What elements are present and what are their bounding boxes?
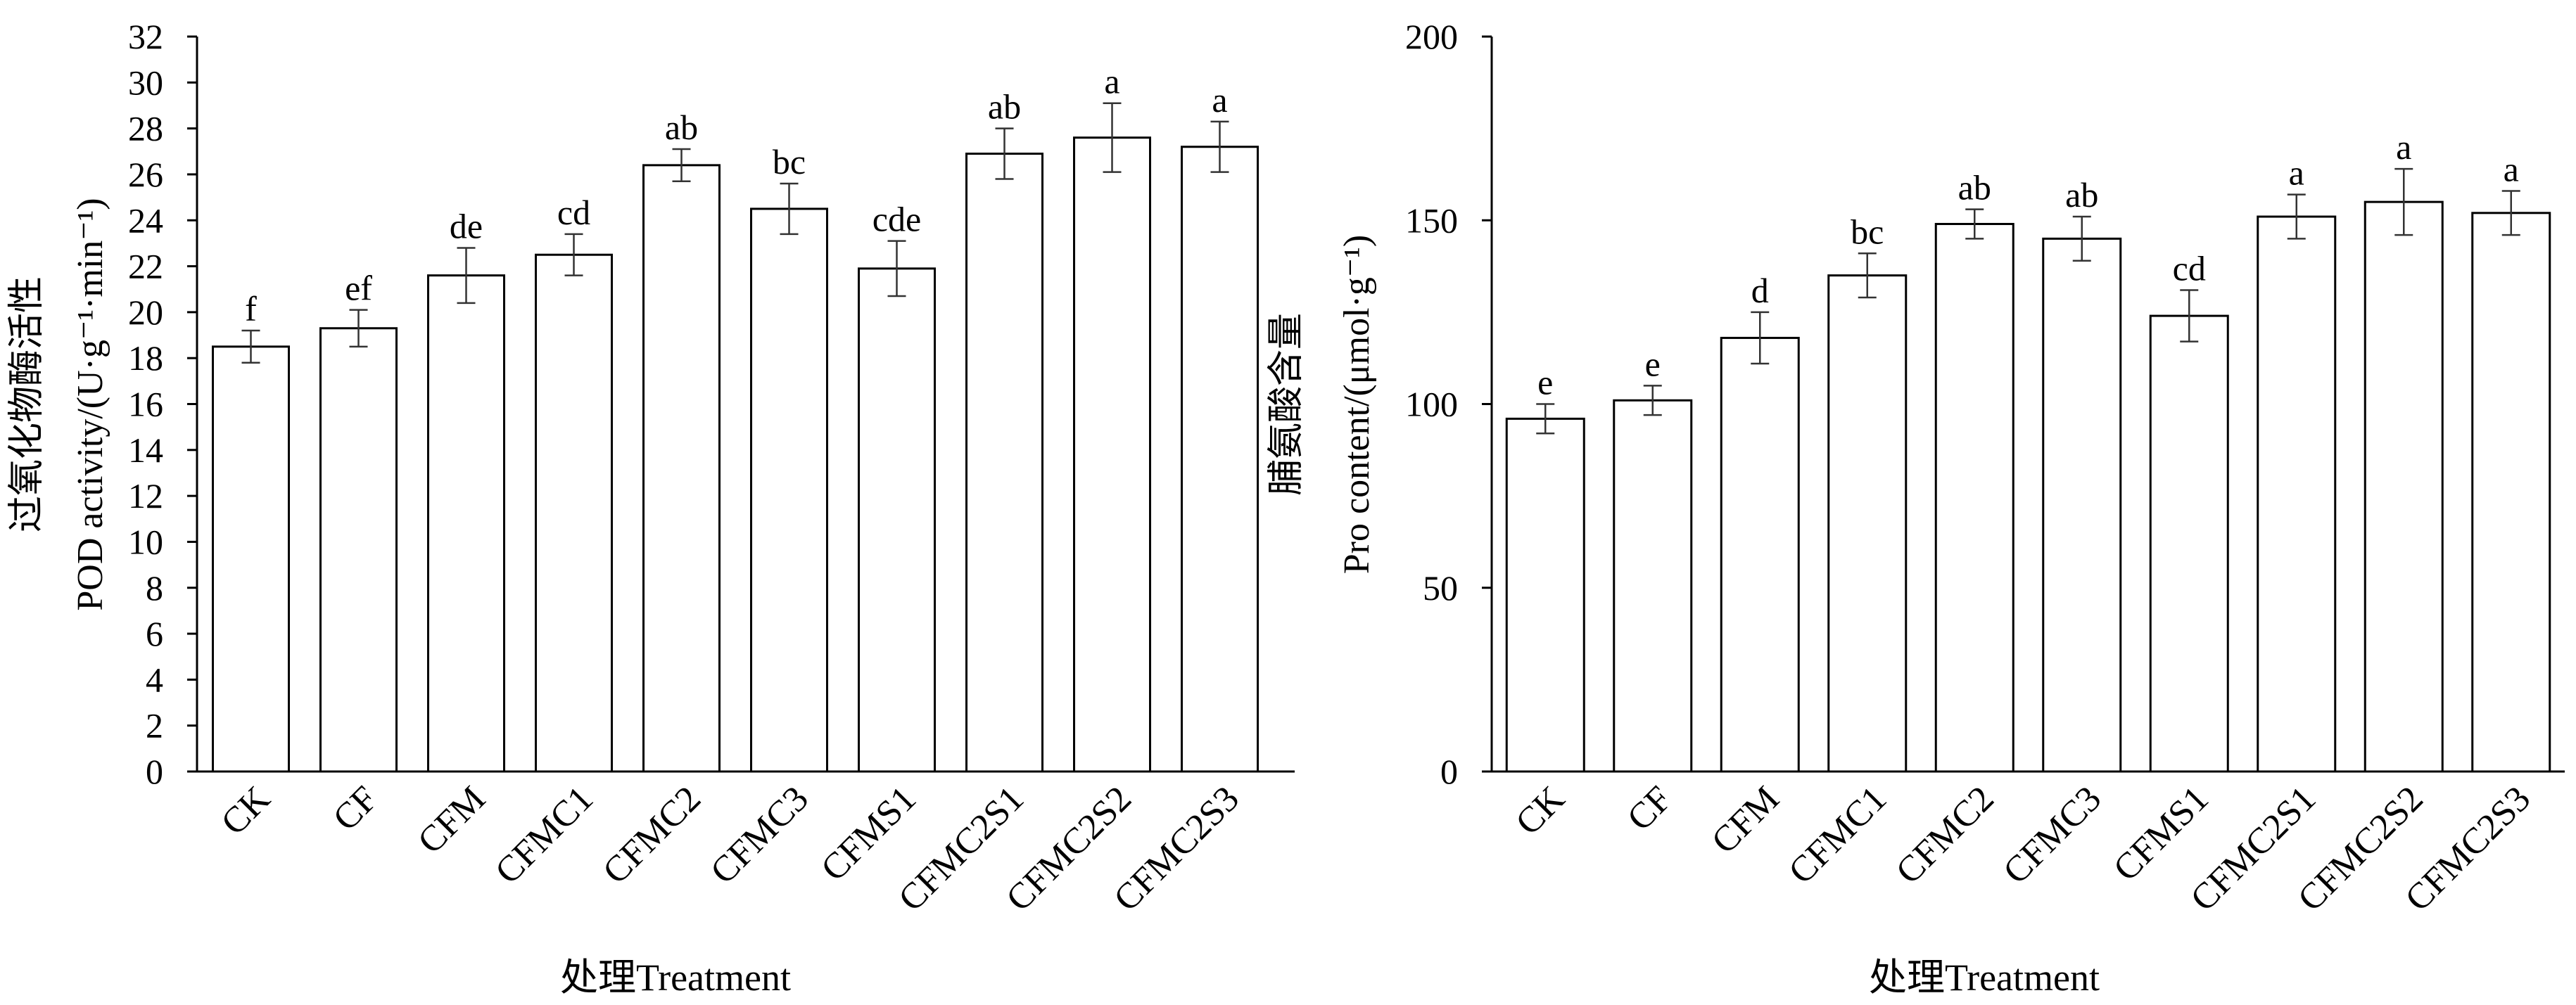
significance-letter: a <box>2289 153 2304 193</box>
x-axis-title: 处理Treatment <box>1869 956 2100 999</box>
x-tick-label: CK <box>1508 779 1573 843</box>
y-tick-label: 0 <box>1440 752 1458 791</box>
bar <box>642 164 721 773</box>
significance-letter: bc <box>773 142 806 181</box>
x-tick-label: CFM <box>410 779 493 862</box>
significance-letter: de <box>450 206 483 245</box>
bar <box>1720 336 1800 773</box>
y-tick-label: 6 <box>146 614 163 653</box>
x-tick-label: CF <box>326 779 386 838</box>
x-tick-label: CFMC2 <box>1889 779 2002 892</box>
pod-activity-chart: 02468101214161820222426283032fCKefCFdeCF… <box>7 17 1295 999</box>
y-tick-label: 10 <box>128 522 163 561</box>
x-tick-label: CFMC1 <box>1781 779 1894 892</box>
y-axis-title-cn: 脯氨酸含量 <box>1267 313 1307 496</box>
x-tick-label: CFMC3 <box>703 779 816 892</box>
bar <box>2471 212 2551 773</box>
bar <box>2257 215 2337 773</box>
bar <box>750 207 828 773</box>
significance-letter: a <box>1104 62 1119 101</box>
x-tick-label: CF <box>1620 779 1680 838</box>
significance-letter: bc <box>1851 212 1884 251</box>
x-tick-label: CFMS1 <box>813 779 924 889</box>
significance-letter: ab <box>988 87 1021 127</box>
y-tick-label: 16 <box>128 385 163 424</box>
y-tick-label: 32 <box>128 17 163 56</box>
x-axis-title: 处理Treatment <box>560 956 791 999</box>
bar <box>858 267 936 773</box>
bar <box>535 253 613 773</box>
y-tick-label: 2 <box>146 706 163 745</box>
significance-letter: d <box>1751 271 1769 310</box>
bar <box>1181 146 1259 773</box>
significance-letter: ab <box>665 108 698 147</box>
significance-letter: cde <box>873 200 921 239</box>
y-tick-label: 22 <box>128 247 163 286</box>
bar <box>1934 222 2015 773</box>
x-tick-label: CFMS1 <box>2106 779 2216 889</box>
bar <box>2364 200 2444 773</box>
y-tick-label: 20 <box>128 293 163 332</box>
significance-letter: ab <box>1958 168 1991 207</box>
y-tick-label: 200 <box>1405 17 1458 56</box>
y-tick-label: 50 <box>1423 568 1458 608</box>
bar <box>965 153 1043 773</box>
x-tick-label: CFM <box>1704 779 1787 862</box>
significance-letter: a <box>1212 80 1227 120</box>
significance-letter: a <box>2504 149 2519 188</box>
y-tick-label: 24 <box>128 200 163 240</box>
bar <box>212 345 290 773</box>
x-tick-label: CFMC3 <box>1996 779 2109 892</box>
bar <box>2042 237 2122 773</box>
bar <box>427 274 505 773</box>
significance-letter: a <box>2396 127 2411 167</box>
y-axis-title-en: POD activity/(U·g⁻¹·min⁻¹) <box>70 198 110 610</box>
proline-content-chart: 0 50 100 150 200 e CK e CF d CFM bc CFMC1 ab CFMC2 ab CF… <box>1267 17 2565 999</box>
x-tick-label: CK <box>214 779 279 843</box>
bar <box>1613 399 1693 773</box>
significance-letter: cd <box>2173 249 2206 288</box>
y-tick-label: 30 <box>128 63 163 102</box>
y-tick-label: 4 <box>146 660 163 699</box>
bar <box>1827 274 1908 773</box>
y-tick-label: 14 <box>128 430 163 470</box>
x-tick-label: CFMC2 <box>595 779 709 892</box>
y-tick-label: 0 <box>146 752 163 791</box>
significance-letter: e <box>1537 363 1553 402</box>
y-tick-label: 12 <box>128 476 163 516</box>
significance-letter: ef <box>345 269 372 308</box>
bar <box>2149 314 2229 773</box>
x-tick-label: CFMC1 <box>488 779 601 892</box>
significance-letter: f <box>245 289 257 328</box>
y-tick-label: 100 <box>1405 385 1458 424</box>
bar <box>319 327 398 773</box>
y-tick-label: 26 <box>128 155 163 194</box>
bar <box>1073 136 1151 773</box>
y-axis-title-cn: 过氧化物酶活性 <box>7 276 47 532</box>
significance-letter: cd <box>557 193 590 232</box>
significance-letter: e <box>1645 344 1661 383</box>
bar <box>1505 417 1585 773</box>
y-tick-label: 18 <box>128 338 163 378</box>
significance-letter: ab <box>2065 175 2098 215</box>
y-tick-label: 28 <box>128 109 163 148</box>
y-tick-label: 8 <box>146 568 163 608</box>
y-tick-label: 150 <box>1405 200 1458 240</box>
y-axis-title-en: Pro content/(μmol·g⁻¹) <box>1337 235 1377 575</box>
